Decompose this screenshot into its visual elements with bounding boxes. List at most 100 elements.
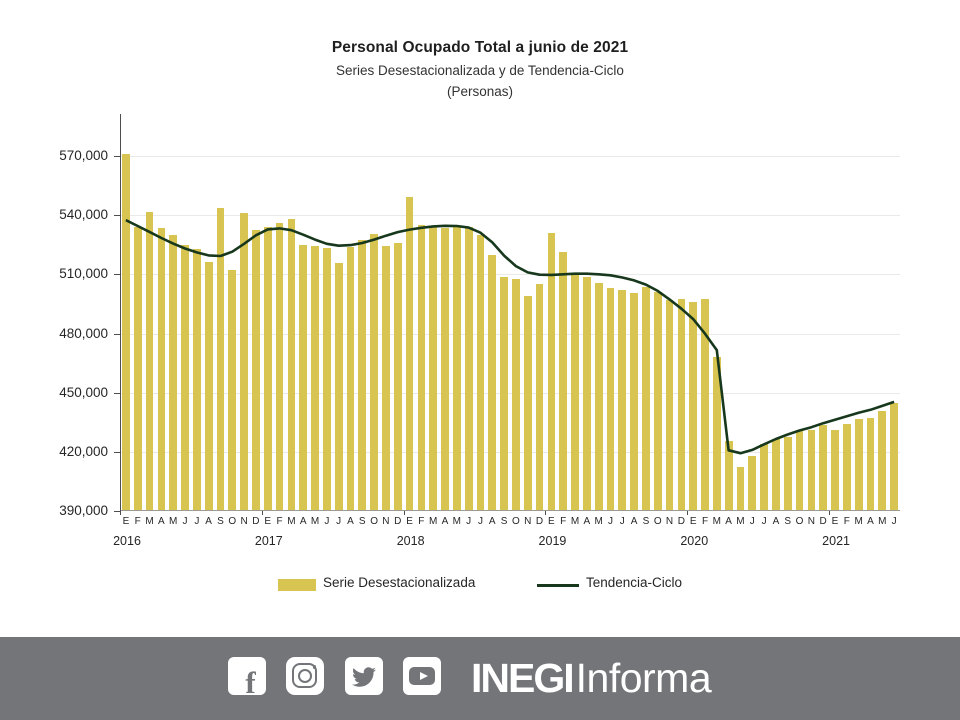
bar [736, 467, 745, 510]
brand-inegi: INEGI [471, 655, 575, 701]
y-axis-label: 390,000 [59, 503, 108, 518]
bar [642, 287, 650, 510]
x-axis-month-label: S [642, 516, 650, 527]
x-axis-month-label: M [594, 516, 603, 527]
y-axis-label: 480,000 [59, 325, 108, 341]
bar [748, 455, 757, 510]
x-axis-year-label: 2019 [538, 534, 567, 548]
x-axis-month-label: M [570, 516, 580, 527]
bar [890, 403, 898, 510]
bar [547, 233, 556, 510]
bar [878, 411, 887, 510]
bar [204, 261, 213, 510]
x-axis-month-label: A [299, 516, 307, 527]
x-axis-year-label: 2020 [680, 534, 709, 548]
x-axis-month-label: A [205, 516, 212, 527]
y-gridline [120, 333, 900, 335]
y-axis-tick [114, 451, 120, 453]
bar [323, 248, 331, 510]
bar [358, 240, 367, 510]
bar [334, 263, 343, 510]
bar [252, 230, 260, 510]
x-axis-month-label: F [134, 516, 141, 527]
x-axis-month-label: D [819, 516, 827, 527]
x-axis-month-label: A [725, 516, 732, 527]
bar [594, 283, 603, 510]
bar [653, 292, 662, 510]
x-axis-month-label: J [336, 516, 342, 527]
x-axis-month-label: F [276, 516, 283, 527]
bar [133, 226, 142, 510]
y-axis-label: 510,000 [59, 266, 108, 282]
x-axis-month-label: M [145, 516, 154, 527]
bar [512, 279, 520, 510]
y-axis-label: 420,000 [59, 443, 108, 459]
x-axis-month-label: S [500, 516, 508, 527]
x-axis-month-label: M [736, 516, 745, 527]
x-axis-month-label: A [630, 516, 638, 527]
x-axis-month-label: J [477, 516, 483, 527]
x-axis-year-tick [545, 511, 547, 515]
x-axis-year-tick [687, 511, 689, 515]
x-axis-year-tick [403, 511, 405, 515]
x-axis-month-label: F [701, 516, 709, 527]
x-axis-month-label: J [466, 516, 472, 527]
y-axis-tick [114, 215, 120, 217]
x-axis-month-label: O [370, 516, 378, 527]
x-axis-month-label: D [677, 516, 685, 527]
y-axis-label: 540,000 [59, 207, 108, 223]
x-axis-year-label: 2017 [254, 534, 283, 548]
y-gridline [120, 451, 900, 453]
bar [583, 276, 591, 510]
bar [453, 227, 461, 510]
x-axis-year-tick [120, 511, 121, 515]
bar [287, 218, 296, 510]
chart-subtitle: Series Desestacionalizada y de Tendencia… [336, 63, 624, 78]
x-axis-month-label: J [607, 516, 613, 527]
bar [370, 234, 378, 510]
bar [677, 298, 686, 510]
bar [724, 440, 733, 510]
x-axis-month-label: F [418, 516, 425, 527]
x-axis-month-label: A [158, 516, 165, 527]
x-axis-month-label: O [653, 516, 662, 527]
x-axis-month-label: M [712, 516, 721, 527]
legend-line-swatch [537, 584, 579, 587]
x-axis-month-label: J [891, 516, 897, 527]
bar [559, 252, 568, 510]
twitter-icon[interactable] [345, 657, 383, 695]
y-gridline [120, 156, 900, 157]
bar [476, 235, 485, 510]
y-gridline [120, 215, 900, 217]
x-axis-month-label: A [772, 516, 780, 527]
bar [701, 298, 709, 510]
footer-bar: f INEGI Informa [0, 637, 960, 720]
chart-unit-label: (Personas) [446, 84, 514, 99]
y-axis-tick [114, 333, 120, 335]
bar [488, 255, 497, 510]
bar [760, 443, 768, 510]
x-axis-year-label: 2021 [822, 534, 850, 548]
x-axis-month-label: M [452, 516, 461, 527]
y-axis-line [120, 114, 121, 511]
bar [393, 243, 402, 510]
y-gridline [120, 274, 900, 276]
instagram-icon[interactable] [286, 657, 324, 695]
x-axis-month-label: N [382, 516, 390, 527]
facebook-icon[interactable]: f [228, 657, 266, 700]
bar [819, 425, 828, 510]
x-axis-year-tick [829, 511, 831, 515]
bar [795, 430, 804, 510]
x-axis-month-label: J [324, 516, 330, 527]
x-axis-month-label: O [228, 516, 237, 527]
x-axis-month-label: J [182, 516, 188, 527]
x-axis-month-label: J [619, 516, 625, 527]
bar [630, 293, 638, 510]
bar [216, 208, 225, 510]
bar [831, 429, 839, 510]
bar [689, 301, 698, 510]
x-axis-month-label: M [310, 516, 320, 527]
youtube-icon[interactable] [403, 657, 441, 695]
y-axis-tick [114, 274, 120, 276]
